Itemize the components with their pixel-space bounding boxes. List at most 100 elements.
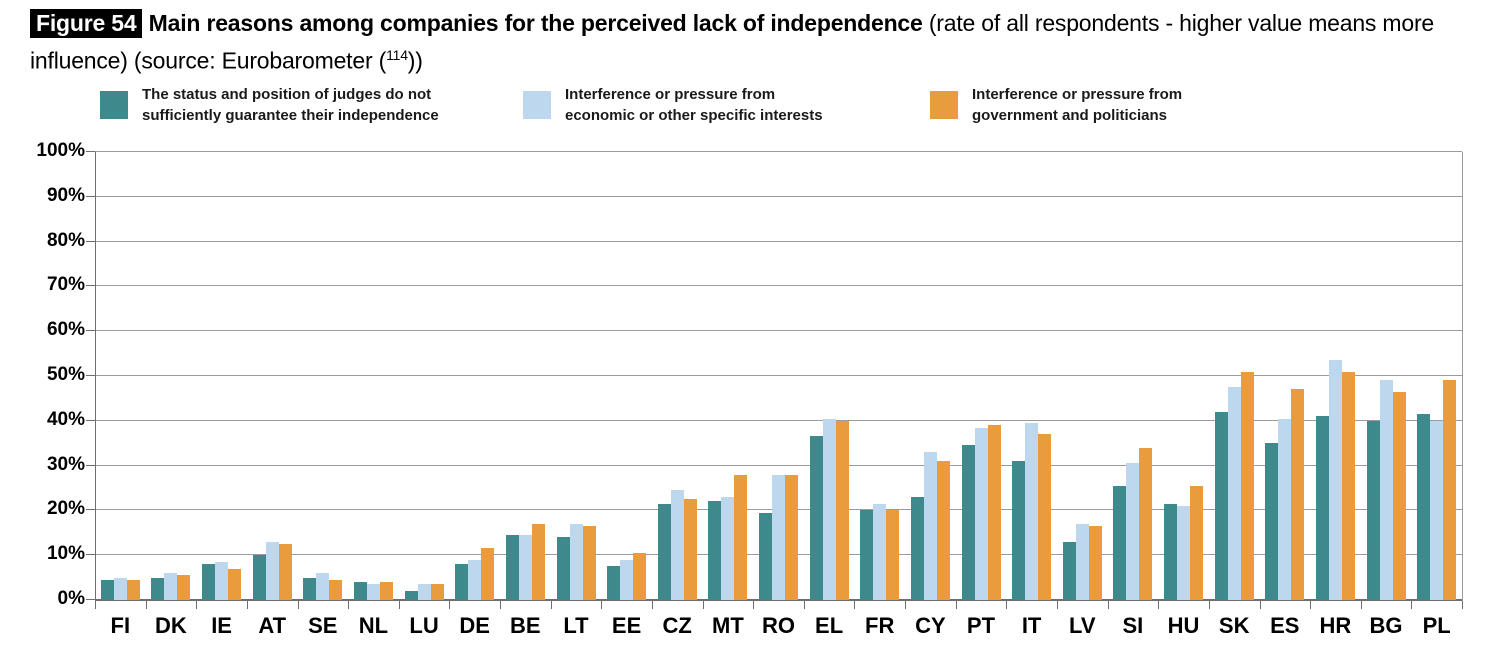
legend-item: Interference or pressure from government…	[930, 84, 1222, 126]
bar-at-series1	[252, 555, 266, 600]
bar-si-series1	[1113, 486, 1127, 600]
x-axis-tick	[601, 601, 603, 609]
figure-title-text: Main reasons among companies for the per…	[148, 10, 923, 36]
y-axis-tick	[86, 419, 95, 421]
gridline	[95, 151, 1462, 152]
x-axis-tick	[1411, 601, 1413, 609]
bar-es-series3	[1291, 389, 1305, 600]
x-axis-tick	[1360, 601, 1362, 609]
bar-es-series2	[1278, 419, 1292, 600]
x-axis-category-label: DK	[155, 613, 187, 638]
x-axis-category-label: HU	[1167, 613, 1200, 638]
x-axis-category-label: HR	[1319, 613, 1352, 638]
bar-pt-series3	[987, 425, 1001, 600]
x-axis-tick	[1259, 601, 1261, 609]
bar-ie-series1	[202, 564, 216, 600]
x-axis-tick	[1006, 601, 1008, 609]
figure-subtitle-close: ))	[407, 47, 423, 74]
y-axis-tick-label: 80%	[46, 229, 85, 251]
x-axis-category-label: DE	[459, 613, 490, 638]
y-axis-tick-label: 30%	[46, 453, 85, 475]
gridline	[95, 375, 1462, 376]
bar-fi-series1	[100, 580, 114, 600]
bar-lt-series1	[556, 537, 570, 600]
bar-ee-series2	[620, 560, 634, 600]
bar-fr-series2	[873, 504, 887, 600]
bar-bg-series2	[1379, 380, 1393, 600]
bar-fi-series3	[126, 580, 140, 600]
gridline	[95, 419, 1462, 421]
bar-mt-series1	[708, 501, 722, 600]
bar-pl-series3	[1443, 380, 1457, 600]
x-axis-category-label: CZ	[662, 613, 692, 638]
bar-hu-series3	[1190, 486, 1203, 600]
x-axis-category-label: SI	[1122, 613, 1144, 638]
bar-nl-series2	[367, 584, 380, 600]
y-axis-tick-label: 90%	[46, 184, 85, 206]
x-axis-category-label: LU	[409, 613, 439, 638]
bar-pt-series2	[974, 428, 988, 600]
x-axis-tick	[753, 601, 755, 609]
bar-at-series3	[278, 544, 292, 600]
bar-bg-series3	[1392, 392, 1406, 600]
x-axis-category-label: PT	[966, 613, 996, 638]
bar-lt-series2	[569, 524, 583, 600]
bar-de-series2	[468, 560, 482, 600]
x-axis-tick	[1208, 601, 1210, 609]
bar-hu-series1	[1164, 504, 1177, 600]
y-axis-tick-label: 20%	[46, 498, 85, 520]
y-axis-tick	[86, 464, 95, 466]
y-axis-tick	[86, 151, 95, 152]
gridline	[95, 330, 1462, 332]
x-axis-tick	[246, 601, 248, 609]
bar-si-series2	[1126, 463, 1140, 600]
y-axis-tick-label: 100%	[36, 140, 85, 161]
bar-mt-series3	[734, 475, 748, 600]
x-axis-tick	[550, 601, 552, 609]
y-axis-tick	[86, 285, 95, 287]
legend-item: Interference or pressure from economic o…	[523, 84, 845, 126]
legend-swatch-icon	[930, 91, 958, 119]
bar-lt-series3	[582, 526, 596, 600]
bar-it-series2	[1025, 423, 1039, 600]
figure-subtitle-text: (rate of all respondents - higher value …	[30, 10, 1435, 74]
bar-el-series3	[835, 421, 849, 600]
x-axis-tick	[95, 601, 96, 609]
bar-hr-series3	[1341, 372, 1355, 600]
figure-title: Figure 54 Main reasons among companies f…	[30, 7, 1480, 77]
x-axis-tick	[854, 601, 856, 609]
bar-el-series2	[822, 419, 836, 600]
x-axis-tick	[651, 601, 653, 609]
x-axis-tick	[1057, 601, 1058, 609]
bar-it-series3	[1038, 434, 1052, 600]
y-axis-tick-label: 50%	[46, 364, 85, 385]
bar-at-series2	[265, 542, 279, 600]
bar-cz-series1	[657, 504, 671, 600]
gridline	[95, 195, 1462, 197]
legend-label: The status and position of judges do not…	[142, 86, 439, 124]
x-axis-category-label: LV	[1069, 613, 1096, 638]
x-axis-tick	[1158, 601, 1160, 609]
x-axis-tick	[145, 601, 147, 609]
bar-nl-series3	[380, 582, 393, 600]
bar-ro-series3	[785, 475, 798, 600]
bar-bg-series1	[1366, 421, 1380, 600]
figure-number-label: Figure 54	[30, 9, 143, 38]
bar-ro-series2	[772, 475, 785, 600]
y-axis-tick-label: 40%	[46, 408, 85, 430]
bar-lu-series2	[417, 584, 431, 600]
x-axis-category-label: SK	[1218, 613, 1250, 638]
bar-nl-series1	[354, 582, 367, 600]
bar-pt-series1	[961, 445, 975, 600]
gridline	[95, 464, 1462, 466]
x-axis-category-label: FR	[865, 613, 895, 638]
bar-cz-series3	[683, 499, 697, 600]
y-axis-tick	[86, 554, 95, 556]
x-axis-tick	[398, 601, 400, 609]
x-axis-tick	[905, 601, 907, 609]
bar-cy-series1	[910, 497, 924, 600]
bar-dk-series2	[164, 573, 178, 600]
x-axis-category-label: IT	[1021, 613, 1042, 638]
bar-it-series1	[1012, 461, 1026, 600]
bar-lu-series3	[430, 584, 444, 600]
